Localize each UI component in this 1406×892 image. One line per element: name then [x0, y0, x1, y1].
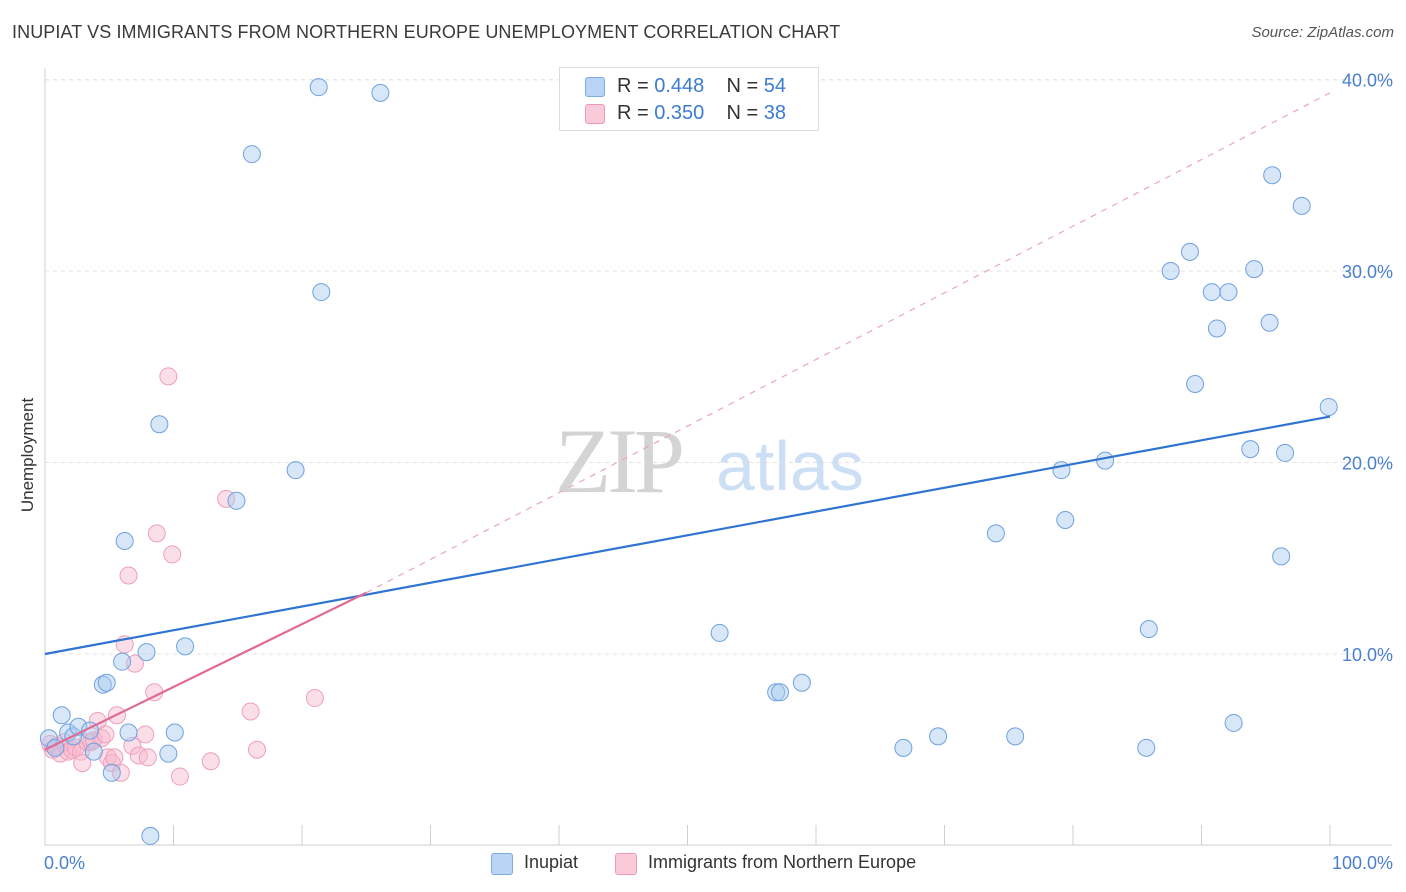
- inupiat-point: [1186, 374, 1205, 393]
- inupiat-point: [1202, 283, 1221, 302]
- inupiat-point: [312, 283, 331, 302]
- immigrants-point: [136, 725, 155, 744]
- inupiat-r-value: 0.448: [654, 75, 705, 97]
- immigrants-point: [305, 689, 324, 708]
- inupiat-point: [1056, 510, 1075, 529]
- inupiat-n-value: 54: [763, 75, 787, 97]
- inupiat-point: [227, 491, 246, 510]
- inupiat-point: [986, 524, 1005, 543]
- watermark: ZIP atlas: [555, 410, 864, 512]
- inupiat-point: [150, 415, 169, 434]
- inupiat-point: [119, 723, 138, 742]
- y-tick-label: 40.0%: [1342, 71, 1393, 91]
- inupiat-point: [1260, 313, 1279, 332]
- inupiat-points: [39, 78, 1338, 845]
- inupiat-point: [97, 673, 116, 692]
- inupiat-point: [165, 723, 184, 742]
- inupiat-legend-swatch: [491, 853, 513, 875]
- immigrants-r-label: R =: [617, 102, 655, 124]
- immigrants-point: [129, 746, 148, 765]
- immigrants-points: [41, 367, 324, 786]
- x-tick-label: 100.0%: [1332, 853, 1393, 873]
- immigrants-point: [138, 748, 157, 767]
- inupiat-point: [159, 744, 178, 763]
- inupiat-point: [1006, 727, 1025, 746]
- chart-title: INUPIAT VS IMMIGRANTS FROM NORTHERN EURO…: [12, 22, 841, 42]
- inupiat-point: [242, 145, 261, 164]
- inupiat-r-label: R =: [617, 75, 655, 97]
- watermark-zip: ZIP: [555, 410, 682, 512]
- y-tick-label: 30.0%: [1342, 262, 1393, 282]
- immigrants-point: [170, 767, 189, 786]
- source-label: Source: ZipAtlas.com: [1251, 24, 1394, 41]
- inupiat-point: [1096, 451, 1115, 470]
- immigrants-regression-line: [44, 591, 367, 751]
- inupiat-point: [792, 673, 811, 692]
- inupiat-point: [1245, 260, 1264, 279]
- inupiat-point: [710, 623, 729, 642]
- correlation-legend: R = 0.448 N = 54 R = 0.350 N = 38: [559, 67, 819, 131]
- inupiat-point: [115, 532, 134, 551]
- inupiat-point: [1180, 242, 1199, 261]
- inupiat-point: [1219, 283, 1238, 302]
- inupiat-point: [309, 78, 328, 97]
- inupiat-point: [371, 83, 390, 102]
- inupiat-point: [176, 637, 195, 656]
- immigrants-point: [105, 748, 124, 767]
- inupiat-point: [141, 826, 160, 845]
- immigrants-legend-swatch: [615, 853, 637, 875]
- immigrants-point: [201, 752, 220, 771]
- inupiat-point: [52, 706, 71, 725]
- inupiat-point: [771, 683, 790, 702]
- inupiat-point: [137, 643, 156, 662]
- inupiat-point: [1263, 166, 1282, 185]
- inupiat-regression-line: [44, 415, 1331, 656]
- inupiat-point: [113, 652, 132, 671]
- immigrants-point: [248, 740, 267, 759]
- immigrants-point: [241, 702, 260, 721]
- immigrants-n-value: 38: [763, 102, 787, 124]
- immigrants-point: [119, 566, 138, 585]
- inupiat-n-label: N =: [726, 75, 764, 97]
- inupiat-point: [1319, 397, 1338, 416]
- inupiat-point: [1292, 196, 1311, 215]
- immigrants-legend-label: Immigrants from Northern Europe: [648, 852, 917, 872]
- immigrants-point: [123, 736, 142, 755]
- inupiat-point: [1276, 443, 1295, 462]
- inupiat-point: [1241, 440, 1260, 459]
- immigrants-point: [73, 754, 92, 773]
- inupiat-point: [929, 727, 948, 746]
- inupiat-point: [1139, 620, 1158, 639]
- tick-labels: 10.0% 20.0% 30.0% 40.0% 0.0% 100.0%: [44, 71, 1393, 874]
- y-tick-label: 10.0%: [1342, 645, 1393, 665]
- inupiat-point: [84, 742, 103, 761]
- x-tick-label: 0.0%: [44, 853, 85, 873]
- regression-lines: [44, 92, 1331, 751]
- inupiat-point: [286, 461, 305, 480]
- immigrants-point: [159, 367, 178, 386]
- immigrants-swatch: [585, 104, 605, 124]
- axes: [44, 68, 1392, 846]
- watermark-atlas: atlas: [716, 427, 864, 505]
- inupiat-point: [1161, 262, 1180, 280]
- immigrants-point: [96, 725, 115, 744]
- immigrants-point: [147, 524, 166, 543]
- inupiat-point: [1224, 713, 1243, 732]
- inupiat-legend-label: Inupiat: [524, 852, 579, 872]
- inupiat-point: [894, 738, 913, 757]
- inupiat-point: [1207, 319, 1226, 338]
- immigrants-regression-extension: [365, 92, 1331, 594]
- y-tick-label: 20.0%: [1342, 454, 1393, 474]
- inupiat-point: [102, 763, 121, 782]
- immigrants-point: [163, 545, 182, 564]
- inupiat-point: [1272, 547, 1291, 566]
- inupiat-point: [767, 683, 786, 702]
- inupiat-swatch: [585, 77, 605, 97]
- immigrants-n-label: N =: [726, 102, 764, 124]
- immigrants-r-value: 0.350: [654, 102, 705, 124]
- inupiat-point: [1137, 738, 1156, 757]
